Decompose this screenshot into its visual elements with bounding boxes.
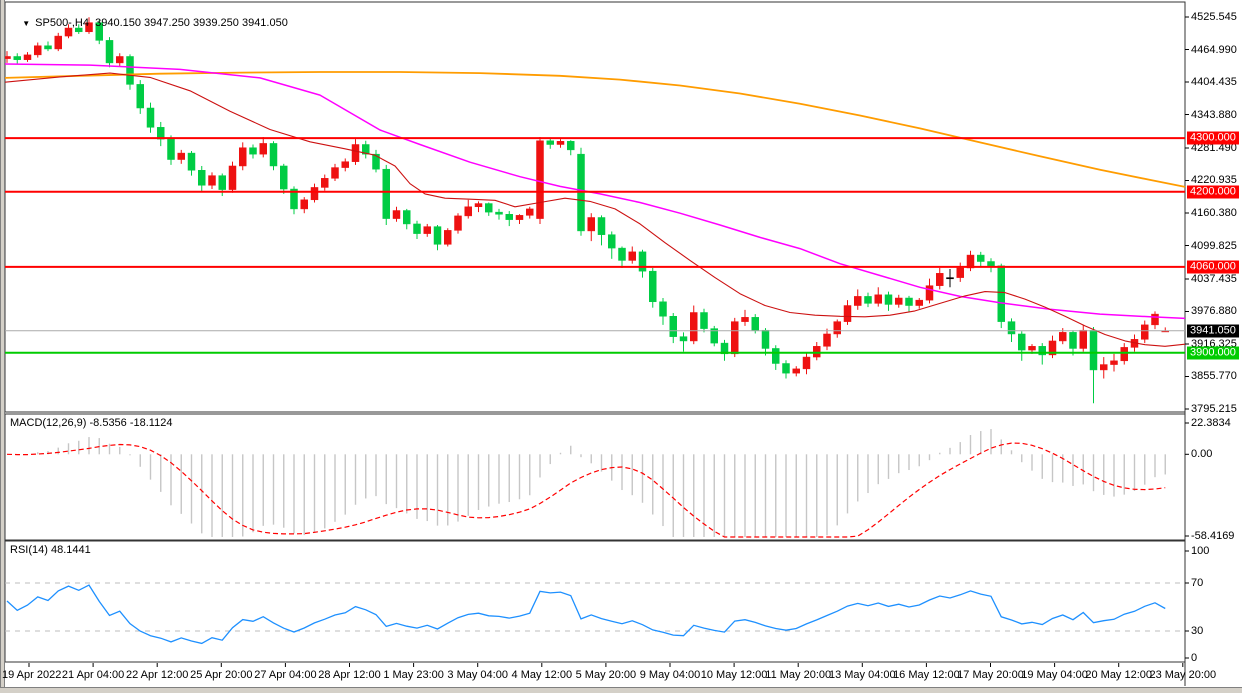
macd-indicator-label: MACD(12,26,9) -8.5356 -18.1124	[10, 417, 172, 429]
symbol-info-bar: ▼ SP500-,H4 3940.150 3947.250 3939.250 39…	[10, 5, 288, 41]
ohlc-high: 3947.250	[144, 17, 190, 29]
ohlc-open: 3940.150	[95, 17, 141, 29]
rsi-indicator-label: RSI(14) 48.1441	[10, 544, 91, 556]
ohlc-close: 3941.050	[241, 17, 288, 29]
macd-values: -8.5356 -18.1124	[89, 417, 173, 429]
symbol-name: SP500-,H4	[35, 17, 89, 29]
symbol-dropdown-icon[interactable]: ▼	[22, 19, 31, 28]
ohlc-low: 3939.250	[193, 17, 239, 29]
window-bottom-edge	[0, 687, 1242, 693]
rsi-name: RSI(14)	[10, 544, 48, 556]
macd-name: MACD(12,26,9)	[10, 417, 87, 429]
window-left-edge	[0, 0, 5, 693]
rsi-value: 48.1441	[50, 544, 91, 556]
